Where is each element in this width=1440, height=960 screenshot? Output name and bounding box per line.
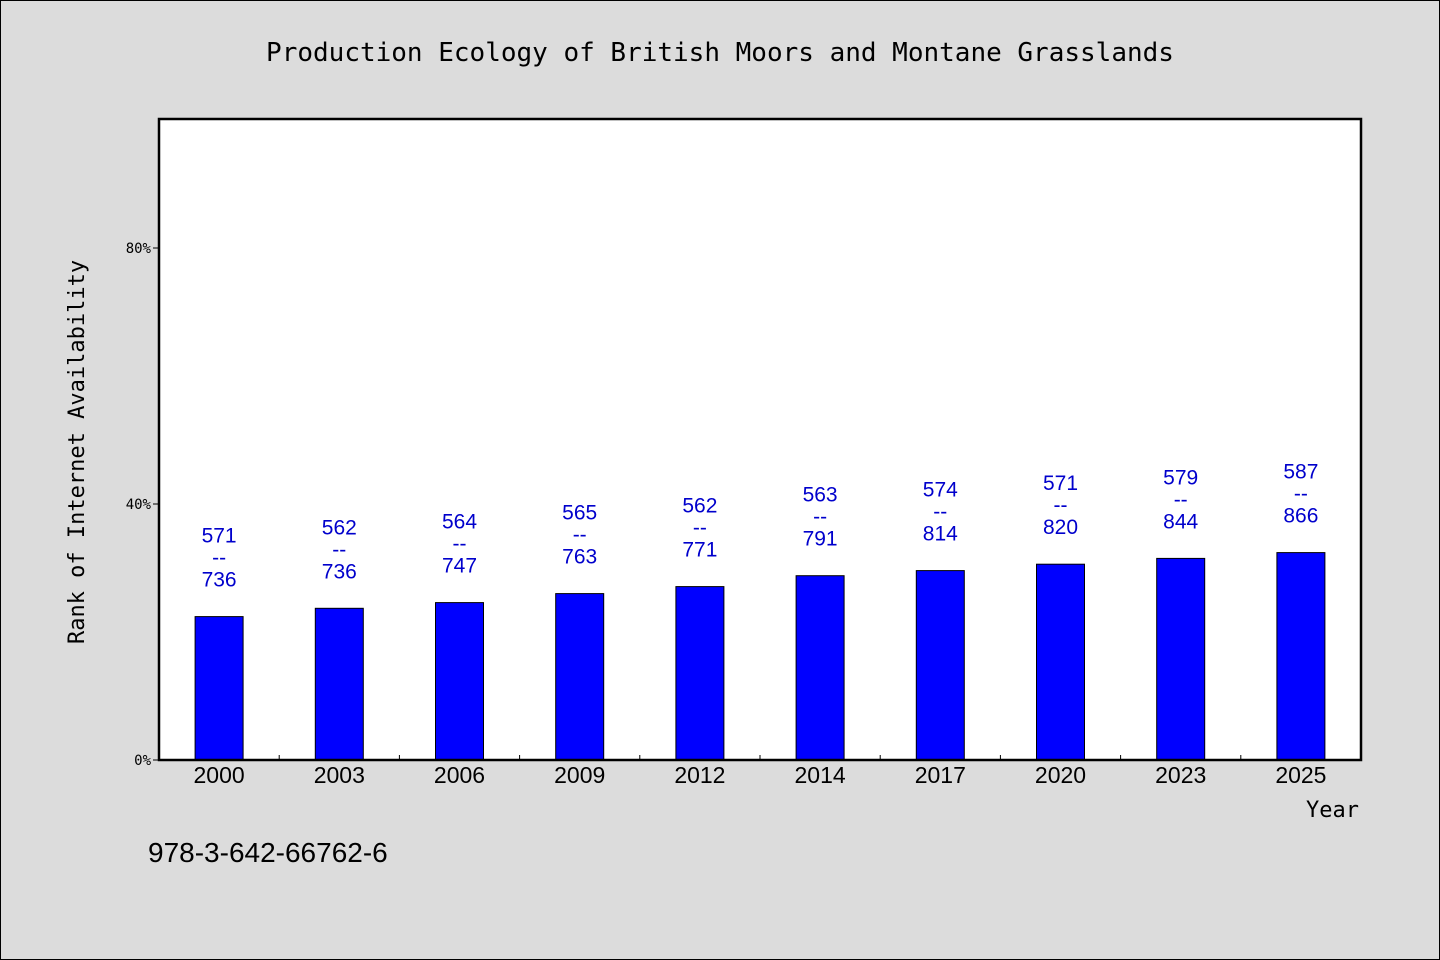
bar-label-bottom-2025: 866 [1283, 505, 1318, 528]
bar-label-top-2023: 579 [1163, 466, 1198, 489]
bar-label-bottom-2014: 791 [803, 528, 838, 551]
bar-label-bottom-2009: 763 [562, 546, 597, 569]
x-tick-label-2025: 2025 [1275, 762, 1326, 788]
bar-label-sep-2012: -- [693, 517, 707, 540]
bar-2006 [435, 602, 484, 761]
x-tick-label-2017: 2017 [915, 762, 966, 788]
bar-label-sep-2020: -- [1054, 494, 1068, 517]
bar-label-sep-2014: -- [813, 506, 827, 529]
bar-label-bottom-2023: 844 [1163, 510, 1198, 533]
y-tick-label-0: 0% [134, 753, 151, 769]
bar-label-sep-2006: -- [453, 533, 467, 556]
bar-label-sep-2023: -- [1174, 488, 1188, 511]
bar-label-top-2000: 571 [202, 525, 237, 548]
bar-label-top-2003: 562 [322, 516, 357, 539]
bar-label-top-2017: 574 [923, 479, 958, 502]
bar-2025 [1276, 552, 1326, 761]
bar-label-sep-2017: -- [933, 501, 947, 524]
bar-label-sep-2009: -- [573, 524, 587, 547]
y-axis-label: Rank of Internet Availability [65, 260, 90, 644]
bar-label-sep-2000: -- [212, 547, 226, 570]
bar-label-sep-2003: -- [332, 538, 346, 561]
bar-2014 [795, 575, 845, 761]
x-tick-label-2023: 2023 [1155, 762, 1206, 788]
x-tick-label-2006: 2006 [434, 762, 485, 788]
plot-frame [157, 117, 1363, 762]
x-tick-label-2012: 2012 [674, 762, 725, 788]
x-tick-label-2009: 2009 [554, 762, 605, 788]
bar-2020 [1036, 563, 1085, 761]
bar-2023 [1156, 557, 1206, 761]
bar-2017 [915, 570, 965, 761]
bar-label-bottom-2000: 736 [202, 569, 237, 592]
bar-label-bottom-2006: 747 [442, 555, 477, 578]
bar-label-top-2009: 565 [562, 502, 597, 525]
bar-label-top-2014: 563 [803, 484, 838, 507]
x-tick-label-2020: 2020 [1035, 762, 1086, 788]
isbn-label: 978-3-642-66762-6 [148, 837, 388, 868]
y-ticks-group: 0% 40% 80% [126, 241, 159, 769]
x-tick-label-2003: 2003 [314, 762, 365, 788]
bar-labels-group: 571--736562--736564--747565--763562--771… [202, 461, 1319, 592]
bar-label-top-2020: 571 [1043, 472, 1078, 495]
x-tick-label-2014: 2014 [795, 762, 846, 788]
bar-label-sep-2025: -- [1294, 483, 1308, 506]
bar-2009 [555, 593, 605, 761]
bar-label-top-2025: 587 [1283, 461, 1318, 484]
chart-title: Production Ecology of British Moors and … [266, 38, 1174, 68]
y-tick-label-80: 80% [126, 241, 152, 257]
bar-label-bottom-2012: 771 [682, 539, 717, 562]
x-ticks-group: 2000 2003 2006 2009 2012 2014 2017 2020 2023 2025 [194, 755, 1326, 788]
y-tick-label-40: 40% [126, 497, 152, 513]
bar-2012 [675, 586, 725, 761]
x-tick-label-2000: 2000 [194, 762, 245, 788]
bar-label-top-2006: 564 [442, 511, 477, 534]
x-axis-label: Year [1306, 798, 1359, 823]
bar-label-bottom-2017: 814 [923, 523, 958, 546]
bar-label-bottom-2003: 736 [322, 560, 357, 583]
bar-label-top-2012: 562 [682, 495, 717, 518]
bar-label-bottom-2020: 820 [1043, 516, 1078, 539]
bars-group [194, 552, 1326, 761]
bar-2003 [314, 607, 364, 761]
bar-2000 [194, 616, 244, 761]
